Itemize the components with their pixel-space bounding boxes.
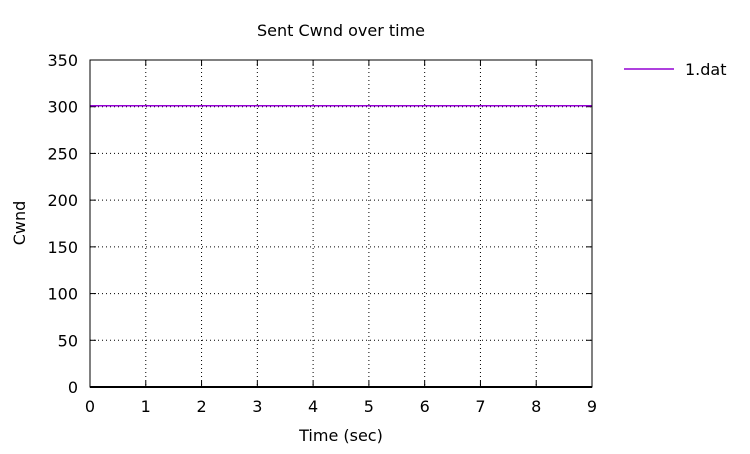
x-tick-label: 0	[85, 397, 95, 416]
y-axis-label: Cwnd	[10, 201, 29, 246]
y-tick-label: 0	[68, 378, 78, 397]
plot-area-border	[89, 59, 593, 388]
legend: 1.dat	[624, 60, 727, 79]
x-tick-label: 5	[364, 397, 374, 416]
x-tick-label: 7	[475, 397, 485, 416]
x-tick-label: 2	[196, 397, 206, 416]
axis-ticks: 0 1 2 3 4 5 6 7 8 9 0 50 100 150 200 250 300 350	[47, 51, 597, 416]
x-tick-label: 4	[308, 397, 318, 416]
series-lines	[90, 105, 592, 388]
x-tick-label: 9	[587, 397, 597, 416]
x-tick-label: 8	[531, 397, 541, 416]
legend-label-1-dat: 1.dat	[685, 60, 727, 79]
x-axis-label: Time (sec)	[298, 426, 383, 445]
y-tick-label: 100	[47, 285, 78, 304]
chart-title: Sent Cwnd over time	[257, 21, 425, 40]
y-tick-label: 350	[47, 51, 78, 70]
grid-lines	[90, 60, 592, 387]
x-tick-label: 3	[252, 397, 262, 416]
y-tick-label: 150	[47, 238, 78, 257]
x-tick-label: 6	[420, 397, 430, 416]
y-tick-label: 200	[47, 191, 78, 210]
y-tick-label: 50	[58, 331, 78, 350]
y-tick-label: 300	[47, 98, 78, 117]
y-tick-label: 250	[47, 144, 78, 163]
x-tick-label: 1	[141, 397, 151, 416]
